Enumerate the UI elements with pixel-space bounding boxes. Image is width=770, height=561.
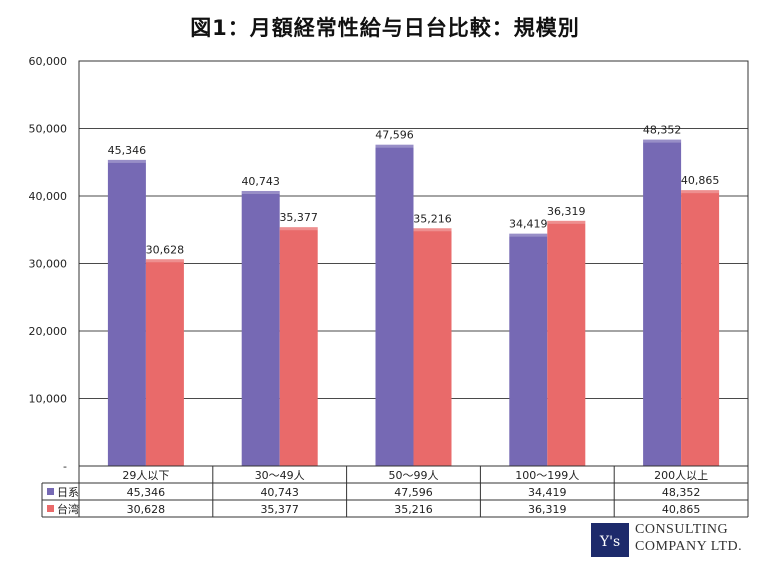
x-tick-label: 50〜99人 (389, 469, 439, 482)
data-label: 40,865 (681, 174, 720, 187)
bar-highlight (107, 159, 146, 163)
y-axis: - 10,000 20,000 30,000 40,000 50,000 60,000 (29, 55, 80, 473)
bar-japan (241, 190, 280, 467)
table-cell: 35,377 (260, 503, 299, 516)
data-labels: 45,346 30,628 40,743 35,377 47,596 35,216 34,4… (108, 124, 720, 257)
bar-highlight (681, 190, 720, 194)
table-cell: 30,628 (127, 503, 166, 516)
bar-japan (107, 159, 146, 467)
data-label: 40,743 (241, 175, 280, 188)
bar-highlight (643, 139, 682, 143)
y-tick-label: 30,000 (29, 258, 68, 271)
data-label: 30,628 (146, 243, 185, 256)
bar-taiwan (413, 228, 452, 466)
table-cell: 40,865 (662, 503, 701, 516)
bar-japan (643, 139, 682, 466)
x-tick-label: 29人以下 (122, 469, 169, 482)
legend-swatch (47, 505, 54, 512)
bar-highlight (279, 227, 318, 231)
data-label: 34,419 (509, 218, 548, 231)
table-cell: 35,216 (394, 503, 433, 516)
y-tick-label: 60,000 (29, 55, 68, 68)
table-cell: 47,596 (394, 486, 433, 499)
legend-label: 台湾 (57, 502, 79, 516)
y-tick-label: 40,000 (29, 190, 68, 203)
bar-highlight (547, 220, 586, 224)
bar-taiwan (279, 227, 318, 466)
bar-highlight (509, 233, 548, 237)
y-tick-label: 20,000 (29, 325, 68, 338)
y-tick-label: 10,000 (29, 393, 68, 406)
table-cell: 40,743 (260, 486, 299, 499)
bar-highlight (145, 259, 184, 263)
y-tick-label: - (63, 460, 67, 473)
logo-text-line1: CONSULTING (635, 522, 729, 537)
bar-highlight (413, 228, 452, 232)
company-logo: Y's CONSULTING COMPANY LTD. (591, 519, 766, 557)
data-label: 35,216 (413, 212, 452, 225)
data-label: 48,352 (643, 124, 682, 137)
x-tick-label: 30〜49人 (255, 469, 305, 482)
bar-highlight (241, 190, 280, 194)
logo-text-line2: COMPANY LTD. (635, 539, 743, 554)
x-tick-label: 200人以上 (654, 469, 708, 482)
bar-taiwan (547, 220, 586, 466)
logo-mark: Y's (591, 523, 629, 557)
data-label: 45,346 (108, 144, 147, 157)
bars (107, 139, 720, 467)
bar-highlight (375, 144, 414, 148)
table-cell: 45,346 (127, 486, 166, 499)
chart-title: 図1：月額経常性給与日台比較：規模別 (190, 16, 580, 40)
table-cell: 34,419 (528, 486, 567, 499)
table-cell: 48,352 (662, 486, 701, 499)
bar-japan (375, 144, 414, 467)
data-label: 47,596 (375, 129, 414, 142)
bar-taiwan (145, 259, 184, 466)
y-tick-label: 50,000 (29, 123, 68, 136)
data-label: 35,377 (279, 211, 318, 224)
data-label: 36,319 (547, 205, 586, 218)
legend-swatch (47, 488, 54, 495)
table-cell: 36,319 (528, 503, 567, 516)
bar-taiwan (681, 190, 720, 466)
x-tick-label: 100〜199人 (515, 469, 579, 482)
bar-japan (509, 233, 548, 466)
legend-label: 日系 (57, 486, 79, 499)
